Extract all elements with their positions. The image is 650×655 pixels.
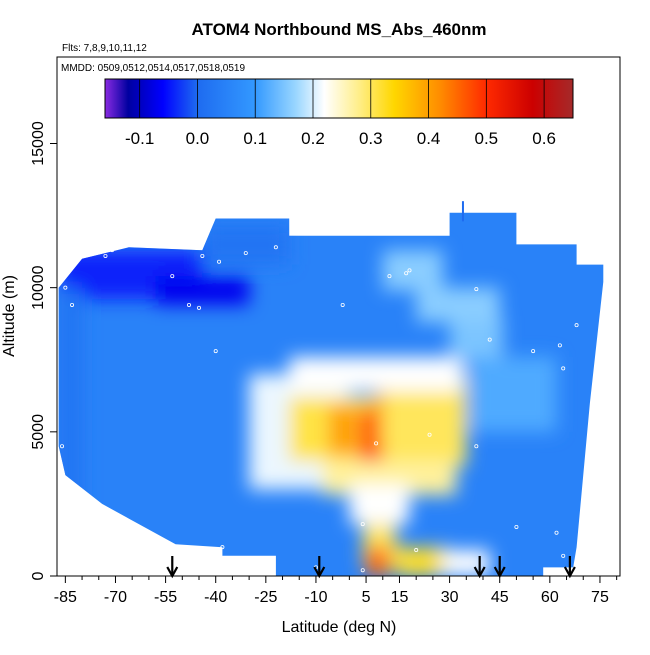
colorbar-tick-label: 0.3 xyxy=(359,129,383,148)
y-tick-label: 0 xyxy=(30,571,47,580)
flight-track-marker xyxy=(561,553,566,558)
field-region xyxy=(469,356,557,432)
flight-track-marker xyxy=(273,245,278,250)
colorbar-tick-label: 0.6 xyxy=(532,129,556,148)
colorbar-tick-label: 0.4 xyxy=(417,129,441,148)
flight-arrow xyxy=(473,556,486,579)
x-tick-label: 60 xyxy=(541,589,559,606)
x-tick-label: -85 xyxy=(54,589,77,606)
flight-track-marker xyxy=(514,524,519,529)
flights-note: Flts: 7,8,9,10,11,12 xyxy=(62,43,147,54)
flight-track-marker xyxy=(531,349,536,354)
colorbar-tick-label: 0.2 xyxy=(301,129,325,148)
x-tick-label: -25 xyxy=(254,589,277,606)
x-tick-label: 15 xyxy=(391,589,409,606)
flight-track-marker xyxy=(427,432,432,437)
flight-track-marker xyxy=(103,253,108,258)
y-tick-label: 15000 xyxy=(30,121,47,166)
colorbar: -0.1 0.0 0.1 0.2 0.3 0.4 0.5 0.6 xyxy=(104,78,574,148)
flight-track-marker xyxy=(200,253,205,258)
flight-track-marker xyxy=(197,305,202,310)
flight-track-marker xyxy=(587,251,592,256)
flight-arrow xyxy=(313,556,326,579)
x-tick-label: 30 xyxy=(441,589,459,606)
flight-track-marker xyxy=(554,530,559,535)
flight-track-marker xyxy=(374,441,379,446)
colorbar-tick-label: 0.1 xyxy=(243,129,267,148)
flight-track-marker xyxy=(474,444,479,449)
flight-track-marker xyxy=(220,545,225,550)
flight-track-marker xyxy=(360,568,365,573)
x-tick-label: 45 xyxy=(491,589,509,606)
flight-track-marker xyxy=(574,323,579,328)
field-region xyxy=(366,547,390,576)
flight-track-marker xyxy=(407,268,412,273)
flight-track-marker xyxy=(70,302,75,307)
flight-track-marker xyxy=(604,261,609,266)
x-tick-label: -40 xyxy=(204,589,227,606)
field-region xyxy=(289,356,463,392)
mmdd-note: MMDD: 0509,0512,0514,0517,0518,0519 xyxy=(61,63,245,74)
flight-track-marker xyxy=(110,248,115,253)
x-axis-label: Latitude (deg N) xyxy=(282,619,397,636)
field-region xyxy=(58,287,83,519)
heatmap-field xyxy=(58,201,609,576)
chart-title: ATOM4 Northbound MS_Abs_460nm xyxy=(191,20,486,39)
colorbar-tick-label: 0.5 xyxy=(475,129,499,148)
x-tick-label: 75 xyxy=(591,589,609,606)
flight-track-marker xyxy=(557,343,562,348)
flight-track-marker xyxy=(360,522,365,527)
flight-track-marker xyxy=(60,444,65,449)
field-region xyxy=(349,483,410,525)
colorbar-tick-label: -0.1 xyxy=(125,129,154,148)
flight-track-marker xyxy=(213,349,218,354)
flight-arrow xyxy=(166,556,179,579)
colorbar-gradient xyxy=(104,78,574,119)
x-tick-label: -55 xyxy=(154,589,177,606)
flight-track-marker xyxy=(170,274,175,279)
flight-track-marker xyxy=(243,251,248,256)
field-region xyxy=(449,316,504,360)
x-tick-label: 5 xyxy=(362,589,371,606)
field-region xyxy=(155,276,250,305)
flight-track-marker xyxy=(217,259,222,264)
y-axis-label: Altitude (m) xyxy=(1,275,18,357)
field-region xyxy=(202,224,290,265)
flight-track-marker xyxy=(487,337,492,342)
x-tick-label: -10 xyxy=(304,589,327,606)
flight-track-marker xyxy=(340,302,345,307)
flight-track-marker xyxy=(63,285,68,290)
flight-track-marker xyxy=(387,274,392,279)
flight-track-marker xyxy=(404,271,409,276)
colorbar-tick-label: 0.0 xyxy=(186,129,210,148)
plot-frame xyxy=(56,56,621,577)
field-region xyxy=(382,250,443,291)
flight-track-marker xyxy=(561,366,566,371)
field-region xyxy=(396,547,450,576)
field-region xyxy=(329,405,357,455)
flight-track-marker xyxy=(414,548,419,553)
flight-track-marker xyxy=(474,287,479,292)
flight-arrow xyxy=(563,556,576,579)
y-tick-label: 10000 xyxy=(30,265,47,310)
flight-track-marker xyxy=(186,302,191,307)
field-region xyxy=(416,287,500,323)
x-tick-label: -70 xyxy=(104,589,127,606)
y-tick-label: 5000 xyxy=(30,414,47,450)
